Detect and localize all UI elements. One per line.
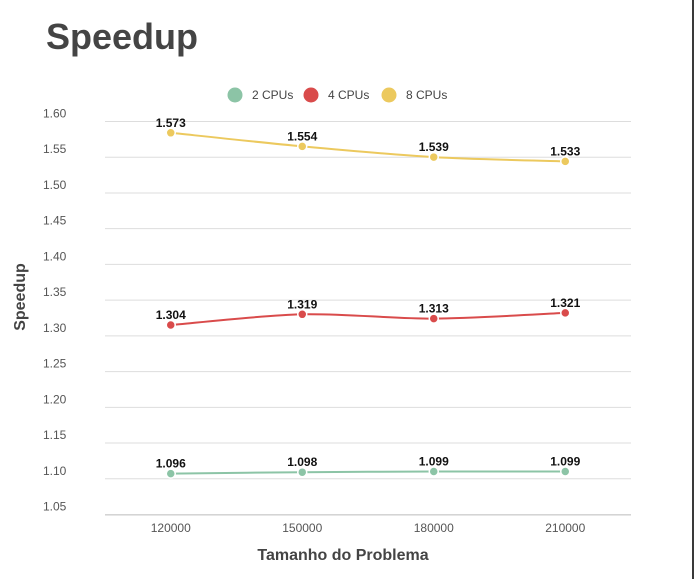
data-label: 1.573 [156,116,186,130]
y-tick-label: 1.10 [43,464,67,478]
legend-marker [228,88,243,103]
data-label: 1.539 [419,140,449,154]
series-points [166,128,570,478]
data-label: 1.096 [156,457,186,471]
legend-label: 4 CPUs [328,88,369,102]
series-line [171,471,566,473]
legend-marker [382,88,397,103]
data-label: 1.313 [419,302,449,316]
y-axis-ticks: 1.05 1.10 1.15 1.20 1.25 1.30 1.35 1.40 1.45 1.50… [43,107,67,514]
y-tick-label: 1.55 [43,142,67,156]
y-tick-label: 1.20 [43,392,67,406]
x-tick-label: 150000 [282,521,322,535]
data-label: 1.319 [287,297,317,311]
y-tick-label: 1.60 [43,107,67,121]
y-tick-label: 1.40 [43,249,67,263]
legend-label: 8 CPUs [406,88,447,102]
y-tick-label: 1.05 [43,500,67,514]
y-tick-label: 1.30 [43,321,67,335]
data-label: 1.099 [550,454,580,468]
y-tick-label: 1.15 [43,428,67,442]
data-label: 1.533 [550,144,580,158]
x-axis-title: Tamanho do Problema [257,547,428,564]
y-axis-title: Speedup [12,263,29,331]
x-axis-ticks: 120000 150000 180000 210000 [151,521,586,535]
legend-marker [304,88,319,103]
data-label: 1.098 [287,455,317,469]
data-label: 1.321 [550,296,580,310]
series-line [171,313,566,325]
series-lines [171,133,566,474]
legend: 2 CPUs 4 CPUs 8 CPUs [228,88,448,103]
data-labels: 1.096 1.098 1.099 1.099 1.304 1.319 1.313 1.321… [156,116,581,471]
legend-label: 2 CPUs [252,88,293,102]
data-label: 1.099 [419,454,449,468]
y-tick-label: 1.35 [43,285,67,299]
y-tick-label: 1.25 [43,357,67,371]
x-tick-label: 120000 [151,521,191,535]
y-tick-label: 1.45 [43,214,67,228]
data-label: 1.304 [156,308,186,322]
x-tick-label: 180000 [414,521,454,535]
data-label: 1.554 [287,129,317,143]
y-tick-label: 1.50 [43,178,67,192]
x-tick-label: 210000 [545,521,585,535]
